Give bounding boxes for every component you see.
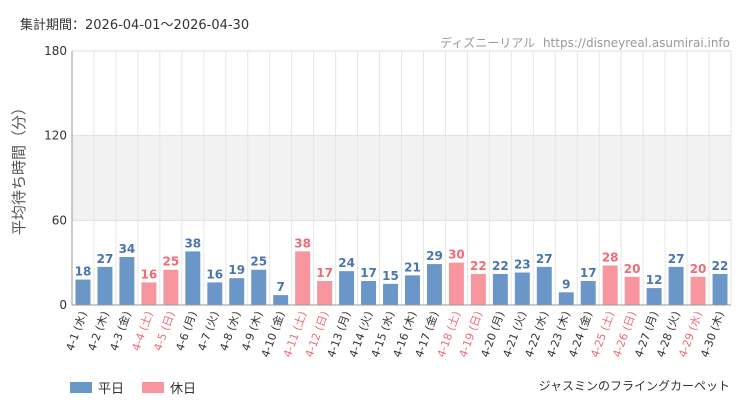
data-label: 38 — [294, 236, 311, 250]
bar — [405, 275, 420, 305]
legend: 平日 休日 — [70, 378, 196, 397]
data-label: 20 — [690, 262, 707, 276]
data-label: 27 — [536, 252, 553, 266]
bar — [185, 251, 201, 305]
data-label: 28 — [602, 250, 619, 264]
bar — [141, 282, 157, 305]
bar — [492, 273, 508, 305]
data-label: 12 — [646, 273, 663, 287]
legend-label-weekday: 平日 — [98, 382, 125, 397]
bar — [163, 269, 179, 305]
source-credit: ディズニーリアル https://disneyreal.asumirai.inf… — [440, 34, 730, 51]
bar — [558, 292, 574, 305]
source-link[interactable]: https://disneyreal.asumirai.info — [542, 36, 730, 50]
bar — [690, 276, 706, 305]
bar — [273, 295, 289, 305]
source-name: ディズニーリアル — [440, 36, 536, 50]
data-label: 20 — [624, 262, 641, 276]
y-tick-label: 120 — [44, 129, 67, 143]
data-label: 21 — [404, 260, 421, 274]
data-label: 15 — [382, 269, 399, 283]
bar — [75, 279, 91, 305]
data-label: 38 — [184, 236, 201, 250]
data-label: 19 — [228, 263, 245, 277]
bar — [514, 272, 530, 305]
bar — [361, 281, 377, 305]
bar — [668, 266, 684, 305]
bar — [339, 271, 355, 305]
bar — [470, 273, 486, 305]
data-label: 29 — [426, 249, 443, 263]
data-label: 18 — [75, 265, 92, 279]
data-label: 27 — [97, 252, 114, 266]
bar — [536, 266, 552, 305]
data-label: 22 — [492, 259, 509, 273]
y-tick-label: 0 — [59, 298, 67, 312]
data-label: 22 — [712, 259, 729, 273]
bar — [119, 257, 135, 305]
data-label: 30 — [448, 248, 465, 262]
legend-label-holiday: 休日 — [170, 382, 197, 397]
legend-item-weekday[interactable]: 平日 — [70, 378, 124, 397]
bar — [624, 276, 640, 305]
data-label: 22 — [470, 259, 487, 273]
data-label: 16 — [206, 267, 223, 281]
data-label: 25 — [250, 255, 267, 269]
data-label: 17 — [316, 266, 333, 280]
bar — [580, 281, 596, 305]
bar — [229, 278, 245, 305]
data-label: 9 — [562, 277, 570, 291]
y-tick-label: 180 — [44, 44, 67, 58]
data-label: 25 — [162, 255, 179, 269]
data-label: 17 — [580, 266, 597, 280]
data-label: 7 — [277, 280, 285, 294]
y-tick-label: 60 — [52, 213, 67, 227]
data-label: 16 — [141, 267, 158, 281]
bar — [383, 283, 398, 305]
bar — [295, 251, 311, 305]
bar — [207, 282, 223, 305]
period-label: 集計期間：2026-04-01〜2026-04-30 — [20, 18, 250, 33]
bar — [97, 266, 113, 305]
attraction-name: ジャスミンのフライングカーペット — [538, 379, 730, 393]
legend-item-holiday[interactable]: 休日 — [142, 378, 196, 397]
legend-swatch-weekday — [70, 382, 92, 393]
data-label: 24 — [338, 256, 355, 270]
bar — [317, 281, 333, 305]
data-label: 23 — [514, 258, 531, 272]
bar — [602, 265, 618, 305]
data-label: 34 — [119, 242, 136, 256]
bar — [426, 264, 442, 305]
bar — [251, 269, 267, 305]
bar — [646, 288, 662, 305]
data-label: 27 — [668, 252, 685, 266]
bar — [448, 262, 464, 305]
data-label: 17 — [360, 266, 377, 280]
legend-swatch-holiday — [142, 382, 165, 393]
bar — [712, 273, 728, 305]
